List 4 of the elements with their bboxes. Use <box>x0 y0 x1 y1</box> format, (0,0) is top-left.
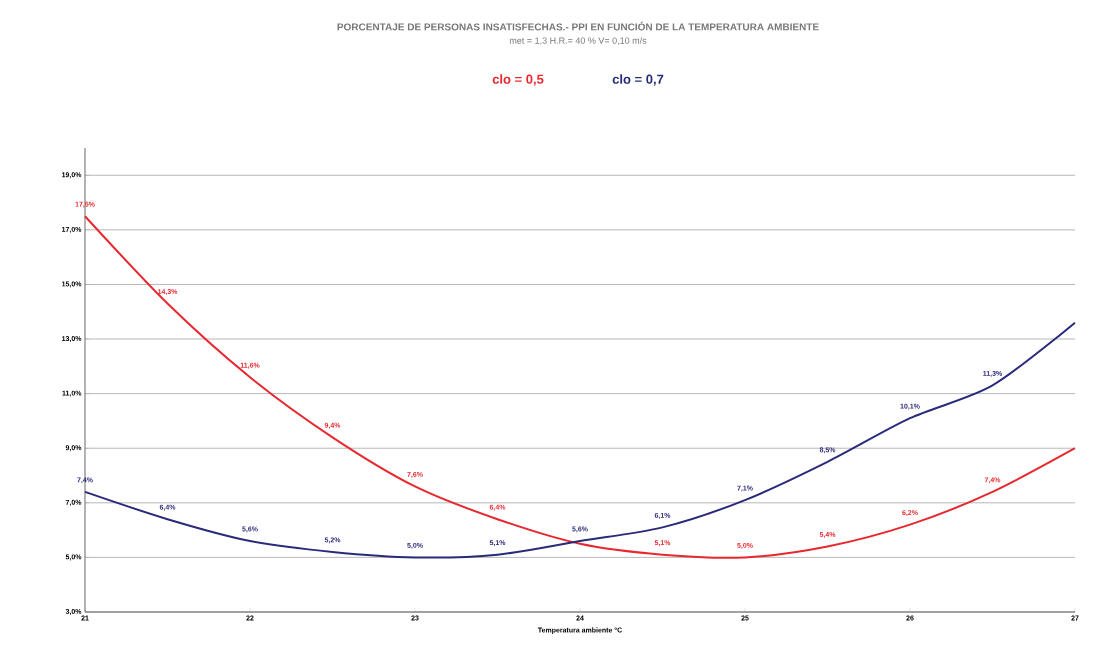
chart-title: PORCENTAJE DE PERSONAS INSATISFECHAS.- PPI EN FUNCIÓN DE LA TEMPERATURA AMBIENTE <box>337 21 819 31</box>
text: clo = 0,5 <box>492 74 544 86</box>
chart-subtitle: met = 1,3 H.R.= 40 % V= 0,10 m/s <box>509 37 647 45</box>
text: clo = 0,7 <box>612 74 664 86</box>
